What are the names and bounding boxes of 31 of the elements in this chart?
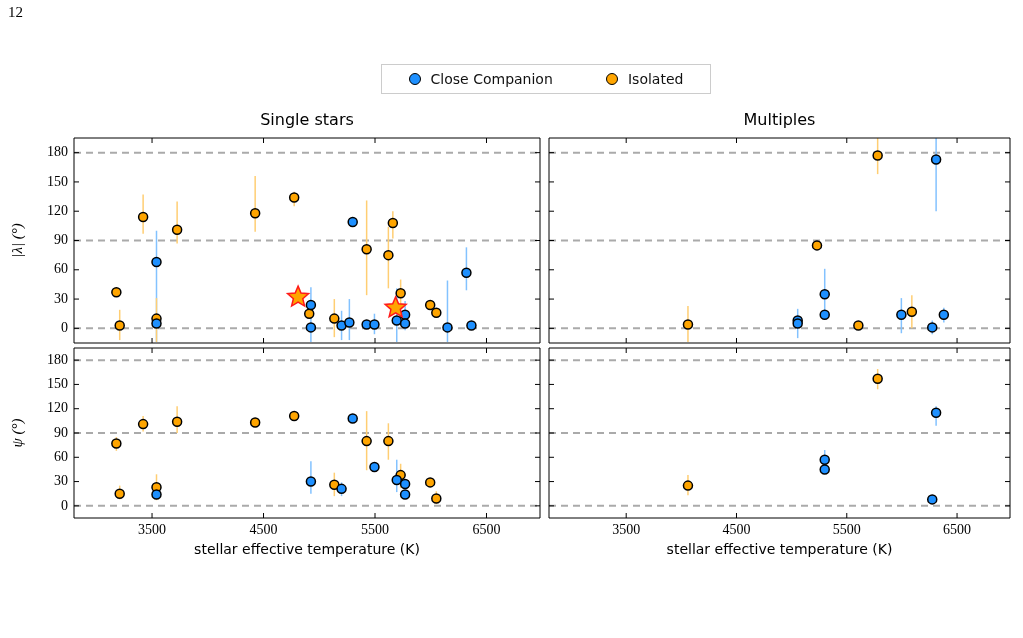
- chart-title: Multiples: [742, 110, 817, 129]
- y-tick-label: 120: [47, 400, 68, 416]
- x-tick-label: 5500: [832, 521, 861, 537]
- y-axis-title: |λ| (°): [8, 223, 26, 258]
- x-tick-label: 3500: [138, 521, 167, 537]
- y-tick-label: 180: [47, 144, 68, 160]
- legend-label: Isolated: [627, 71, 684, 87]
- chart-title: Single stars: [259, 110, 355, 129]
- legend-label: Close Companion: [430, 71, 553, 87]
- x-axis-title: stellar effective temperature (K): [666, 540, 893, 557]
- y-tick-label: 30: [54, 290, 68, 306]
- text: 12: [8, 4, 23, 21]
- y-tick-label: 150: [47, 376, 68, 392]
- x-tick-label: 4500: [722, 521, 751, 537]
- x-tick-label: 3500: [612, 521, 641, 537]
- x-tick-label: 5500: [361, 521, 389, 537]
- x-tick-label: 4500: [249, 521, 278, 537]
- y-tick-label: 60: [54, 448, 68, 464]
- y-tick-label: 120: [47, 202, 68, 218]
- y-tick-label: 30: [54, 473, 68, 489]
- x-axis-title: stellar effective temperature (K): [194, 540, 420, 557]
- y-tick-label: 150: [47, 173, 68, 189]
- y-tick-label: 180: [47, 351, 68, 367]
- y-axis-title: ψ (°): [8, 418, 26, 448]
- x-tick-label: 6500: [472, 521, 501, 537]
- y-tick-label: 60: [54, 261, 68, 277]
- y-tick-label: 90: [54, 424, 68, 440]
- y-tick-label: 90: [54, 232, 68, 248]
- y-tick-label: 0: [61, 320, 68, 336]
- x-tick-label: 6500: [943, 521, 972, 537]
- y-tick-label: 0: [61, 497, 68, 513]
